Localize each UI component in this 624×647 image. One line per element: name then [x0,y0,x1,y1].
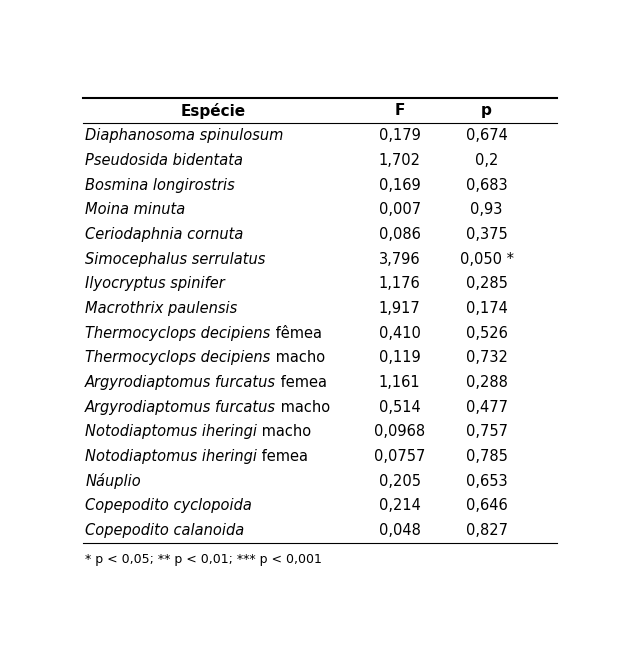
Text: 0,646: 0,646 [466,498,507,513]
Text: 0,050 *: 0,050 * [460,252,514,267]
Text: 1,917: 1,917 [379,301,421,316]
Text: Notodiaptomus iheringi: Notodiaptomus iheringi [85,449,257,464]
Text: femea: femea [257,449,308,464]
Text: Argyrodiaptomus furcatus: Argyrodiaptomus furcatus [85,375,276,390]
Text: macho: macho [271,350,324,366]
Text: Náuplio: Náuplio [85,473,141,489]
Text: macho: macho [276,400,330,415]
Text: Ceriodaphnia cornuta: Ceriodaphnia cornuta [85,227,243,242]
Text: 0,683: 0,683 [466,178,507,193]
Text: Macrothrix paulensis: Macrothrix paulensis [85,301,238,316]
Text: 0,674: 0,674 [466,128,507,143]
Text: 0,0757: 0,0757 [374,449,426,464]
Text: Notodiaptomus iheringi: Notodiaptomus iheringi [85,424,257,439]
Text: Diaphanosoma spinulosum: Diaphanosoma spinulosum [85,128,284,143]
Text: Argyrodiaptomus furcatus: Argyrodiaptomus furcatus [85,400,276,415]
Text: p: p [481,103,492,118]
Text: Espécie: Espécie [181,102,246,118]
Text: 0,285: 0,285 [466,276,507,291]
Text: femea: femea [276,375,327,390]
Text: fêmea: fêmea [271,325,321,340]
Text: macho: macho [257,424,311,439]
Text: Thermocyclops decipiens: Thermocyclops decipiens [85,350,271,366]
Text: 3,796: 3,796 [379,252,421,267]
Text: 0,732: 0,732 [466,350,507,366]
Text: 0,827: 0,827 [466,523,508,538]
Text: 1,702: 1,702 [379,153,421,168]
Text: 0,0968: 0,0968 [374,424,425,439]
Text: 0,048: 0,048 [379,523,421,538]
Text: 0,526: 0,526 [466,325,507,340]
Text: 0,179: 0,179 [379,128,421,143]
Text: 0,086: 0,086 [379,227,421,242]
Text: 0,214: 0,214 [379,498,421,513]
Text: Copepodito calanoida: Copepodito calanoida [85,523,245,538]
Text: Ilyocryptus spinifer: Ilyocryptus spinifer [85,276,225,291]
Text: 0,514: 0,514 [379,400,421,415]
Text: 0,410: 0,410 [379,325,421,340]
Text: Thermocyclops decipiens: Thermocyclops decipiens [85,325,271,340]
Text: 0,93: 0,93 [470,203,503,217]
Text: 0,2: 0,2 [475,153,499,168]
Text: 1,176: 1,176 [379,276,421,291]
Text: Moina minuta: Moina minuta [85,203,185,217]
Text: 0,169: 0,169 [379,178,421,193]
Text: 0,375: 0,375 [466,227,507,242]
Text: 0,007: 0,007 [379,203,421,217]
Text: 0,288: 0,288 [466,375,507,390]
Text: 0,477: 0,477 [466,400,508,415]
Text: 0,174: 0,174 [466,301,507,316]
Text: 1,161: 1,161 [379,375,421,390]
Text: Pseudosida bidentata: Pseudosida bidentata [85,153,243,168]
Text: 0,785: 0,785 [466,449,507,464]
Text: 0,119: 0,119 [379,350,421,366]
Text: Copepodito cyclopoida: Copepodito cyclopoida [85,498,252,513]
Text: * p < 0,05; ** p < 0,01; *** p < 0,001: * p < 0,05; ** p < 0,01; *** p < 0,001 [85,553,322,565]
Text: 0,757: 0,757 [466,424,508,439]
Text: 0,653: 0,653 [466,474,507,488]
Text: F: F [394,103,405,118]
Text: 0,205: 0,205 [379,474,421,488]
Text: Simocephalus serrulatus: Simocephalus serrulatus [85,252,266,267]
Text: Bosmina longirostris: Bosmina longirostris [85,178,235,193]
